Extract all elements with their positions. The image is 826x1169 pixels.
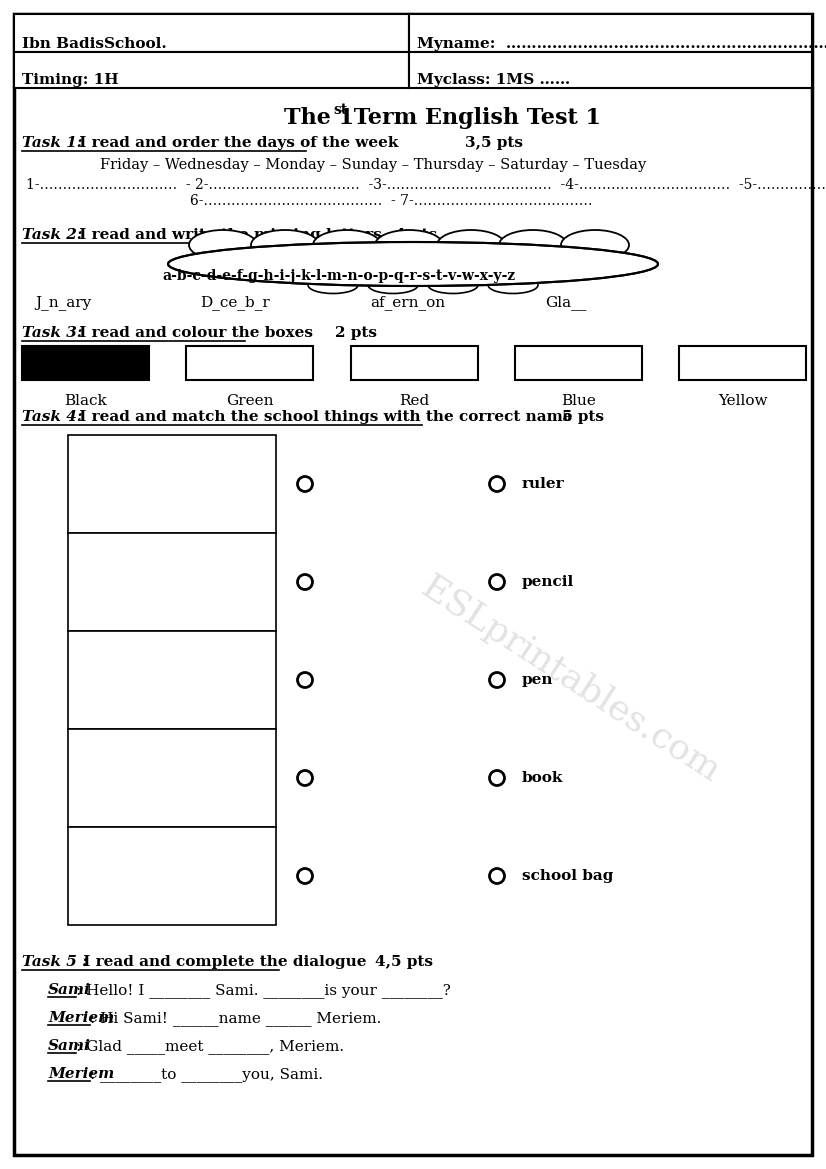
Text: I read and complete the dialogue: I read and complete the dialogue xyxy=(78,955,367,969)
Ellipse shape xyxy=(189,230,257,260)
Text: Ibn BadisSchool.: Ibn BadisSchool. xyxy=(22,37,167,51)
Text: Timing: 1H: Timing: 1H xyxy=(22,72,119,87)
Ellipse shape xyxy=(368,277,418,293)
Circle shape xyxy=(297,672,312,687)
Circle shape xyxy=(490,672,505,687)
Circle shape xyxy=(297,477,312,491)
Bar xyxy=(186,346,313,380)
Ellipse shape xyxy=(168,242,658,286)
Text: 4 pts: 4 pts xyxy=(395,228,437,242)
Text: Sami: Sami xyxy=(48,983,91,997)
Text: Gla__: Gla__ xyxy=(545,295,586,310)
Bar xyxy=(14,51,409,88)
Ellipse shape xyxy=(561,230,629,260)
Text: Task 4:: Task 4: xyxy=(22,410,83,424)
Bar xyxy=(350,346,477,380)
Circle shape xyxy=(490,574,505,589)
Bar xyxy=(14,14,409,51)
Text: Meriem: Meriem xyxy=(48,1067,114,1081)
Circle shape xyxy=(297,770,312,786)
Text: I read and order the days of the week: I read and order the days of the week xyxy=(74,136,398,150)
Text: : Hi Sami! ______name ______ Meriem.: : Hi Sami! ______name ______ Meriem. xyxy=(90,1011,382,1026)
Bar xyxy=(679,346,806,380)
Text: Task 1:: Task 1: xyxy=(22,136,83,150)
Text: Black: Black xyxy=(64,394,107,408)
Ellipse shape xyxy=(428,277,478,293)
Text: Yellow: Yellow xyxy=(718,394,767,408)
Circle shape xyxy=(490,869,505,884)
Text: af_ern_on: af_ern_on xyxy=(370,295,445,310)
Text: pen: pen xyxy=(522,673,553,687)
Text: : Hello! I ________ Sami. ________is your ________?: : Hello! I ________ Sami. ________is you… xyxy=(76,983,451,998)
Bar xyxy=(68,631,276,729)
Ellipse shape xyxy=(308,277,358,293)
Ellipse shape xyxy=(488,277,538,293)
Text: book: book xyxy=(522,772,563,786)
Text: 1-…………………………  - 2-……………………………  -3-………………………………  -4-……………………………  -5-……………………………: 1-………………………… - 2-…………………………… -3-……………………… xyxy=(26,178,826,192)
Ellipse shape xyxy=(251,230,319,260)
Text: st: st xyxy=(334,103,348,117)
Text: I read and write the missing letters: I read and write the missing letters xyxy=(74,228,382,242)
Text: Green: Green xyxy=(226,394,273,408)
Text: Task 5 :: Task 5 : xyxy=(22,955,88,969)
Ellipse shape xyxy=(499,230,567,260)
Text: Friday – Wednesday – Monday – Sunday – Thursday – Saturday – Tuesday: Friday – Wednesday – Monday – Sunday – T… xyxy=(100,158,646,172)
Text: ESLprintables.com: ESLprintables.com xyxy=(415,570,725,789)
Text: 6-…………………………………  - 7-…………………………………: 6-………………………………… - 7-………………………………… xyxy=(190,194,592,208)
Bar xyxy=(515,346,642,380)
Text: 4,5 pts: 4,5 pts xyxy=(375,955,433,969)
Circle shape xyxy=(297,869,312,884)
Bar xyxy=(68,729,276,826)
Circle shape xyxy=(490,770,505,786)
Text: I read and colour the boxes: I read and colour the boxes xyxy=(74,326,313,340)
Bar xyxy=(68,533,276,631)
Ellipse shape xyxy=(375,230,443,260)
Text: Myclass: 1MS ……: Myclass: 1MS …… xyxy=(417,72,570,87)
Text: Meriem: Meriem xyxy=(48,1011,114,1025)
Text: a-b-c-d-e-f-g-h-i-j-k-l-m-n-o-p-q-r-s-t-v-w-x-y-z: a-b-c-d-e-f-g-h-i-j-k-l-m-n-o-p-q-r-s-t-… xyxy=(162,269,515,283)
Text: 3,5 pts: 3,5 pts xyxy=(465,136,523,150)
Text: Red: Red xyxy=(399,394,430,408)
Circle shape xyxy=(297,574,312,589)
Bar xyxy=(68,435,276,533)
Text: Task 2:: Task 2: xyxy=(22,228,83,242)
Text: school bag: school bag xyxy=(522,869,614,883)
Text: The 1: The 1 xyxy=(284,108,354,129)
Ellipse shape xyxy=(313,230,381,260)
Text: Blue: Blue xyxy=(561,394,596,408)
Circle shape xyxy=(490,477,505,491)
Text: Task 3:: Task 3: xyxy=(22,326,83,340)
Bar xyxy=(22,346,149,380)
Bar xyxy=(409,14,812,51)
Text: Myname:  ………………………………………………………: Myname: ……………………………………………………… xyxy=(417,37,826,51)
Text: : Glad _____meet ________, Meriem.: : Glad _____meet ________, Meriem. xyxy=(76,1039,344,1054)
Text: ruler: ruler xyxy=(522,477,565,491)
Bar xyxy=(409,51,812,88)
Text: Term English Test 1: Term English Test 1 xyxy=(345,108,601,129)
Text: J_n_ary: J_n_ary xyxy=(35,295,91,310)
Text: pencil: pencil xyxy=(522,575,574,589)
Ellipse shape xyxy=(437,230,505,260)
Text: D_ce_b_r: D_ce_b_r xyxy=(200,295,270,310)
Text: 5 pts: 5 pts xyxy=(562,410,604,424)
Text: I read and match the school things with the correct name: I read and match the school things with … xyxy=(74,410,572,424)
Text: 2 pts: 2 pts xyxy=(335,326,377,340)
Text: Sami: Sami xyxy=(48,1039,91,1053)
Bar xyxy=(68,826,276,925)
Text: : ________to ________you, Sami.: : ________to ________you, Sami. xyxy=(90,1067,323,1081)
